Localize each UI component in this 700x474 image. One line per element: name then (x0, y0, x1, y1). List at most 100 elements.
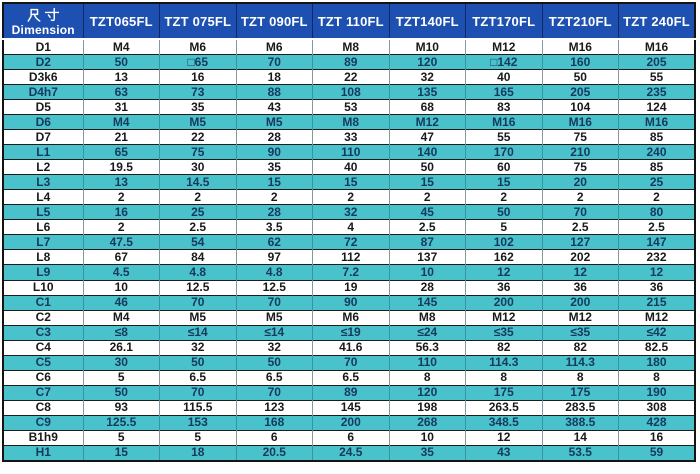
row-label-cell: D6 (3, 114, 83, 130)
column-header: TZT140FL (388, 3, 466, 40)
value-cell: 67 (82, 249, 160, 265)
table-row: L10 10 12.5 12.5 19 28 36 36 36 (3, 279, 695, 296)
value-cell: 12.5 (235, 279, 313, 296)
table-row: L4 2 2 2 2 2 2 2 2 (3, 189, 695, 205)
row-label-cell: L5 (3, 204, 83, 220)
row-label-cell: C6 (3, 369, 83, 386)
value-cell: M8 (388, 309, 466, 326)
value-cell: 190 (618, 384, 695, 401)
table-row: C2 M4 M5 M5 M6 M8 M12 M12 M12 (3, 309, 695, 326)
value-cell: 41.6 (312, 339, 389, 356)
value-cell: 50 (465, 204, 542, 220)
row-label-cell: C8 (3, 399, 83, 416)
value-cell: 2 (82, 219, 160, 235)
value-cell: 22 (159, 129, 236, 145)
value-cell: 55 (465, 129, 542, 145)
value-cell: 70 (541, 204, 619, 220)
value-cell: 2 (618, 189, 695, 205)
value-cell: 50 (235, 354, 313, 371)
value-cell: 145 (388, 294, 466, 311)
value-cell: 170 (465, 144, 542, 160)
value-cell: 89 (312, 54, 389, 70)
value-cell: 283.5 (541, 399, 619, 416)
value-cell: 8 (541, 369, 619, 386)
value-cell: 5 (82, 429, 160, 446)
value-cell: 36 (618, 279, 695, 296)
table-row: C8 93 115.5 123 145 198 263.5 283.5 308 (3, 399, 695, 416)
row-label-cell: C1 (3, 294, 83, 311)
table-row: C6 5 6.5 6.5 6.5 8 8 8 8 (3, 369, 695, 386)
value-cell: M12 (618, 309, 695, 326)
column-header: TZT 075FL (159, 3, 236, 40)
value-cell: 72 (312, 234, 389, 250)
value-cell: 22 (312, 69, 389, 85)
value-cell: 108 (312, 84, 389, 100)
value-cell: 147 (618, 234, 695, 250)
value-cell: 2 (465, 189, 542, 205)
row-label-cell: C5 (3, 354, 83, 371)
value-cell: 36 (465, 279, 542, 296)
value-cell: 215 (618, 294, 695, 311)
value-cell: 18 (235, 69, 313, 85)
table-row: C1 46 70 70 90 145 200 200 215 (3, 294, 695, 311)
value-cell: 15 (465, 174, 542, 190)
value-cell: 6.5 (235, 369, 313, 386)
value-cell: 80 (618, 204, 695, 220)
row-label-cell: D3k6 (3, 69, 83, 85)
table-row: L9 4.5 4.8 4.8 7.2 10 12 12 12 (3, 264, 695, 280)
value-cell: 175 (465, 384, 542, 401)
value-cell: M16 (541, 114, 619, 130)
table-row: L8 67 84 97 112 137 162 202 232 (3, 249, 695, 265)
value-cell: 127 (541, 234, 619, 250)
value-cell: ≤24 (388, 324, 466, 341)
value-cell: 50 (82, 54, 160, 70)
table-row: L2 19.5 30 35 40 50 60 75 85 (3, 159, 695, 175)
value-cell: 162 (465, 249, 542, 265)
value-cell: 70 (159, 384, 236, 401)
table-row: D5 31 35 43 53 68 83 104 124 (3, 99, 695, 115)
value-cell: 54 (159, 234, 236, 250)
value-cell: 268 (388, 414, 466, 431)
dimension-header-cell: Dimension (3, 3, 83, 40)
value-cell: 10 (82, 279, 160, 296)
value-cell: 153 (159, 414, 236, 431)
value-cell: 14.5 (159, 174, 236, 190)
value-cell: 120 (388, 54, 466, 70)
value-cell: 59 (618, 444, 695, 461)
value-cell: 140 (388, 144, 466, 160)
row-label-cell: D7 (3, 129, 83, 145)
value-cell: 65 (82, 144, 160, 160)
value-cell: 63 (82, 84, 160, 100)
value-cell: 115.5 (159, 399, 236, 416)
value-cell: ≤35 (465, 324, 542, 341)
value-cell: 70 (235, 384, 313, 401)
value-cell: 240 (618, 144, 695, 160)
table-row: D7 21 22 28 33 47 55 75 85 (3, 129, 695, 145)
value-cell: 75 (541, 159, 619, 175)
value-cell: 32 (159, 339, 236, 356)
value-cell: 16 (82, 204, 160, 220)
value-cell: 53 (312, 99, 389, 115)
value-cell: 97 (235, 249, 313, 265)
dimension-header-label: Dimension (11, 22, 75, 37)
value-cell: M16 (618, 39, 695, 55)
value-cell: 2 (312, 189, 389, 205)
row-label-cell: D4h7 (3, 84, 83, 100)
value-cell: 232 (618, 249, 695, 265)
value-cell: 112 (312, 249, 389, 265)
value-cell: 82 (465, 339, 542, 356)
value-cell: 4 (312, 219, 389, 235)
value-cell: 32 (388, 69, 466, 85)
value-cell: 10 (388, 429, 466, 446)
value-cell: 93 (82, 399, 160, 416)
value-cell: 84 (159, 249, 236, 265)
value-cell: M12 (541, 309, 619, 326)
table-header: Dimension TZT065FL TZT 075FL TZT 090FL TZT … (3, 3, 695, 40)
value-cell: 46 (82, 294, 160, 311)
column-header: TZT 090FL (235, 3, 313, 40)
value-cell: 50 (159, 354, 236, 371)
value-cell: M8 (312, 114, 389, 130)
value-cell: 388.5 (541, 414, 619, 431)
value-cell: ≤19 (312, 324, 389, 341)
value-cell: 168 (235, 414, 313, 431)
